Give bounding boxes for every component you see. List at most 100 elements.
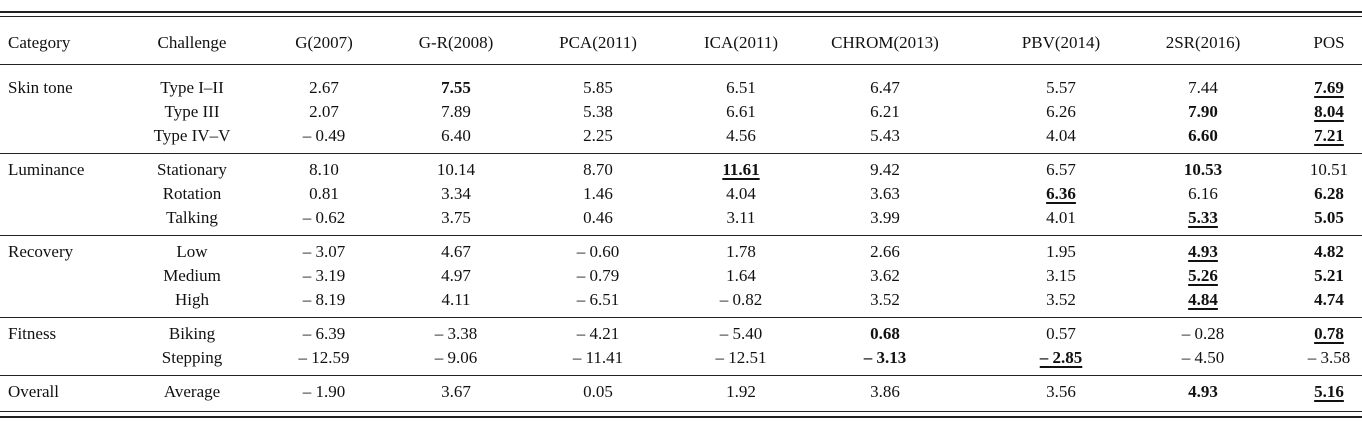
value-cell: 5.57 <box>1046 78 1076 97</box>
value-cell: 3.67 <box>441 382 471 401</box>
value-cell: 3.75 <box>441 208 471 227</box>
column-header: G(2007) <box>295 33 353 52</box>
value-cell: – 0.60 <box>576 242 620 261</box>
value-cell: 6.21 <box>870 102 900 121</box>
column-header: 2SR(2016) <box>1165 33 1241 52</box>
column-header: Challenge <box>157 33 227 52</box>
value-cell: 4.74 <box>1314 290 1344 309</box>
value-cell: 3.11 <box>726 208 756 227</box>
value-cell: – 3.07 <box>302 242 346 261</box>
value-cell: – 0.79 <box>576 266 620 285</box>
value-cell: 5.05 <box>1314 208 1344 227</box>
value-cell: 8.04 <box>1314 102 1344 121</box>
value-cell: 3.15 <box>1046 266 1076 285</box>
value-cell: – 6.51 <box>576 290 620 309</box>
value-cell: 4.82 <box>1314 242 1344 261</box>
table-rule <box>0 153 1362 154</box>
value-cell: 3.56 <box>1046 382 1076 401</box>
challenge-label: Stationary <box>157 160 227 179</box>
value-cell: – 3.58 <box>1307 348 1351 367</box>
value-cell: 4.11 <box>441 290 471 309</box>
value-cell: 8.10 <box>309 160 339 179</box>
value-cell: – 12.51 <box>715 348 767 367</box>
value-cell: 4.93 <box>1188 382 1218 401</box>
value-cell: – 5.40 <box>719 324 763 343</box>
value-cell: 7.69 <box>1314 78 1344 97</box>
category-label: Skin tone <box>8 78 73 97</box>
value-cell: – 9.06 <box>434 348 478 367</box>
value-cell: 3.52 <box>870 290 900 309</box>
value-cell: – 3.19 <box>302 266 346 285</box>
value-cell: 5.33 <box>1188 208 1218 227</box>
column-header: PBV(2014) <box>1021 33 1101 52</box>
value-cell: 6.40 <box>441 126 471 145</box>
value-cell: 5.38 <box>583 102 613 121</box>
value-cell: 2.07 <box>309 102 339 121</box>
value-cell: 6.57 <box>1046 160 1076 179</box>
value-cell: 1.95 <box>1046 242 1076 261</box>
value-cell: 3.99 <box>870 208 900 227</box>
challenge-label: Biking <box>168 324 216 343</box>
value-cell: 1.78 <box>726 242 756 261</box>
value-cell: – 6.39 <box>302 324 346 343</box>
value-cell: 2.67 <box>309 78 339 97</box>
table-rule <box>0 317 1362 318</box>
category-label: Fitness <box>8 324 57 343</box>
challenge-label: Type I–II <box>160 78 224 97</box>
value-cell: 0.05 <box>583 382 613 401</box>
table-rule-thick <box>0 416 1362 418</box>
value-cell: 9.42 <box>870 160 900 179</box>
value-cell: – 11.41 <box>572 348 624 367</box>
value-cell: – 3.13 <box>863 348 907 367</box>
value-cell: – 2.85 <box>1039 348 1083 367</box>
column-header: Category <box>8 33 71 52</box>
challenge-label: High <box>175 290 209 309</box>
value-cell: 3.86 <box>870 382 900 401</box>
value-cell: – 4.50 <box>1181 348 1225 367</box>
table-rule <box>0 235 1362 236</box>
value-cell: 1.64 <box>726 266 756 285</box>
challenge-label: Type IV–V <box>153 126 231 145</box>
value-cell: 0.81 <box>309 184 339 203</box>
table-rule <box>0 411 1362 412</box>
value-cell: 1.46 <box>583 184 613 203</box>
value-cell: 10.14 <box>436 160 476 179</box>
value-cell: 10.51 <box>1309 160 1349 179</box>
value-cell: 4.84 <box>1188 290 1218 309</box>
value-cell: – 0.49 <box>302 126 346 145</box>
value-cell: 6.60 <box>1188 126 1218 145</box>
value-cell: 5.85 <box>583 78 613 97</box>
challenge-label: Talking <box>166 208 218 227</box>
value-cell: 5.16 <box>1314 382 1344 401</box>
value-cell: – 0.28 <box>1181 324 1225 343</box>
value-cell: – 12.59 <box>298 348 350 367</box>
category-label: Recovery <box>8 242 74 261</box>
challenge-label: Low <box>176 242 208 261</box>
value-cell: 5.43 <box>870 126 900 145</box>
value-cell: 0.78 <box>1314 324 1344 343</box>
column-header: ICA(2011) <box>704 33 778 52</box>
table-rule <box>0 16 1362 17</box>
column-header: G-R(2008) <box>418 33 494 52</box>
value-cell: 7.90 <box>1188 102 1218 121</box>
value-cell: 3.63 <box>870 184 900 203</box>
value-cell: 7.89 <box>441 102 471 121</box>
value-cell: 6.26 <box>1046 102 1076 121</box>
value-cell: – 1.90 <box>302 382 346 401</box>
value-cell: 0.68 <box>870 324 900 343</box>
category-label: Overall <box>8 382 59 401</box>
value-cell: 8.70 <box>583 160 613 179</box>
value-cell: 6.51 <box>726 78 756 97</box>
challenge-label: Type III <box>164 102 220 121</box>
value-cell: 4.04 <box>726 184 756 203</box>
value-cell: 6.36 <box>1046 184 1076 203</box>
value-cell: 5.21 <box>1314 266 1344 285</box>
value-cell: 6.16 <box>1188 184 1218 203</box>
category-label: Luminance <box>8 160 85 179</box>
value-cell: 3.52 <box>1046 290 1076 309</box>
table-rule <box>0 64 1362 65</box>
value-cell: 6.61 <box>726 102 756 121</box>
challenge-label: Average <box>163 382 221 401</box>
value-cell: 7.44 <box>1188 78 1218 97</box>
value-cell: 0.57 <box>1046 324 1076 343</box>
